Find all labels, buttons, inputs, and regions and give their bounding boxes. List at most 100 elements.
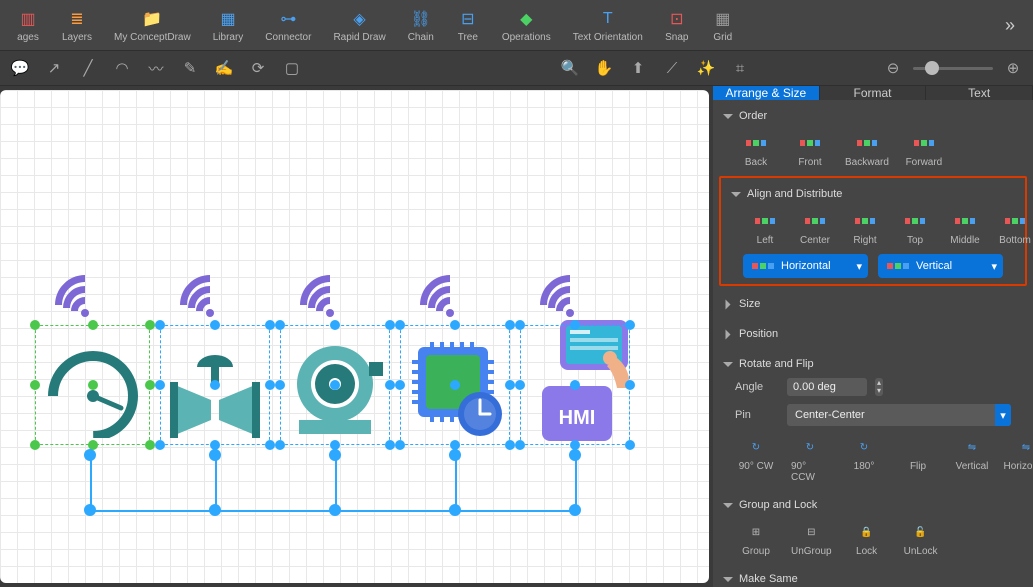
toolbar-library[interactable]: ▦ Library: [205, 6, 252, 45]
back-icon: [745, 132, 767, 154]
left-icon: [754, 210, 776, 232]
grid-icon: ▦: [715, 8, 730, 30]
size-header[interactable]: Size: [723, 294, 1023, 314]
zoom-out-icon[interactable]: ⊖: [883, 59, 903, 77]
hand-tool-icon[interactable]: ✋: [594, 59, 614, 77]
toolbar-ages[interactable]: ▥ ages: [8, 6, 48, 45]
zoom-controls: ⊖ ⊕: [883, 59, 1023, 77]
group-section: Group and Lock ⊞ Group ⊟ UnGroup 🔒 Lock …: [713, 489, 1033, 563]
toolbar-my-conceptdraw[interactable]: 📁 My ConceptDraw: [106, 6, 199, 45]
toolbar-chain[interactable]: ⛓ Chain: [400, 6, 442, 45]
toolbar-layers[interactable]: ≣ Layers: [54, 6, 100, 45]
zoom-slider[interactable]: [913, 67, 993, 70]
forward-icon: [913, 132, 935, 154]
distribute-horizontal-select[interactable]: Horizontal: [743, 254, 868, 278]
align-header[interactable]: Align and Distribute: [731, 184, 1015, 204]
main-toolbar: ▥ ages ≣ Layers 📁 My ConceptDraw ▦ Libra…: [0, 0, 1033, 50]
folder-icon: 📁: [142, 8, 162, 30]
zoom-in-icon[interactable]: ⊕: [1003, 59, 1023, 77]
order-row-back[interactable]: Back: [735, 130, 777, 170]
order-row-forward[interactable]: Forward: [903, 130, 945, 170]
search-icon[interactable]: 🔍: [560, 59, 580, 77]
snap-icon: ⊡: [670, 8, 683, 30]
wand-tool-icon[interactable]: ✨: [696, 59, 716, 77]
angle-stepper[interactable]: ▴▾: [875, 378, 883, 396]
reshape-tool-icon[interactable]: ⟳: [248, 59, 268, 77]
same-section: Make Same ▫▫ Size ▫▫ Width ▫▫ Height: [713, 563, 1033, 587]
lock-icon: 🔒: [856, 521, 878, 543]
pages-icon: ▥: [20, 8, 35, 30]
toolbar-snap[interactable]: ⊡ Snap: [657, 6, 697, 45]
rotate-90cw[interactable]: ↻90° CW: [735, 434, 777, 474]
align-row-bottom[interactable]: Bottom: [993, 208, 1033, 248]
group-row-ungroup[interactable]: ⊟ UnGroup: [789, 519, 834, 559]
toolbar-grid[interactable]: ▦ Grid: [703, 6, 743, 45]
ungroup-icon: ⊟: [800, 521, 822, 543]
align-highlight: Align and Distribute Left Center Right T…: [719, 176, 1027, 286]
toolbar-tree[interactable]: ⊟ Tree: [448, 6, 488, 45]
flip-horizontal[interactable]: ⇋Horizontal: [1005, 434, 1033, 474]
order-row-front[interactable]: Front: [789, 130, 831, 170]
stamp-tool-icon[interactable]: ⬆: [628, 59, 648, 77]
same-header[interactable]: Make Same: [723, 569, 1023, 587]
layers-icon: ≣: [70, 8, 83, 30]
tab-format[interactable]: Format: [820, 86, 927, 100]
rotate-header[interactable]: Rotate and Flip: [723, 354, 1023, 374]
tab-text[interactable]: Text: [926, 86, 1033, 100]
group-row-lock[interactable]: 🔒 Lock: [846, 519, 888, 559]
unlock-icon: 🔓: [910, 521, 932, 543]
top-icon: [904, 210, 926, 232]
align-row-left[interactable]: Left: [743, 208, 787, 248]
align-row-middle[interactable]: Middle: [943, 208, 987, 248]
flip-vertical[interactable]: ⇋Vertical: [951, 434, 993, 474]
order-row-backward[interactable]: Backward: [843, 130, 891, 170]
edit-tool-icon[interactable]: ✍: [214, 59, 234, 77]
chain-icon: ⛓: [411, 8, 431, 30]
angle-label: Angle: [735, 381, 779, 393]
pin-label: Pin: [735, 409, 779, 421]
align-row-center[interactable]: Center: [793, 208, 837, 248]
ops-icon: ◆: [520, 8, 532, 30]
comment-tool-icon[interactable]: 💬: [10, 59, 30, 77]
panel-tabs: Arrange & SizeFormatText: [713, 86, 1033, 100]
connector-icon: ⊶: [280, 8, 296, 30]
arrow-tool-icon[interactable]: ↗: [44, 59, 64, 77]
inspector-panel: Arrange & SizeFormatText Order Back Fron…: [713, 86, 1033, 587]
group-header[interactable]: Group and Lock: [723, 495, 1023, 515]
pen-tool-icon[interactable]: ✎: [180, 59, 200, 77]
bottom-icon: [1004, 210, 1026, 232]
front-icon: [799, 132, 821, 154]
pin-select[interactable]: Center-Center: [787, 404, 1011, 426]
toolbar-connector[interactable]: ⊶ Connector: [257, 6, 319, 45]
library-icon: ▦: [220, 8, 235, 30]
crop-tool-icon[interactable]: ⌗: [730, 60, 750, 77]
freehand-tool-icon[interactable]: 〰: [146, 58, 166, 79]
align-row-top[interactable]: Top: [893, 208, 937, 248]
textorient-icon: T: [603, 8, 613, 30]
group-row-group[interactable]: ⊞ Group: [735, 519, 777, 559]
canvas-area[interactable]: HMI: [0, 86, 713, 587]
group-row-unlock[interactable]: 🔓 UnLock: [900, 519, 942, 559]
rotate-section: Rotate and Flip Angle ▴▾ Pin Center-Cent…: [713, 348, 1033, 489]
position-header[interactable]: Position: [723, 324, 1023, 344]
shape-tool-icon[interactable]: ▢: [282, 59, 302, 77]
rotate-90ccw[interactable]: ↻90° CCW: [789, 434, 831, 485]
more-icon[interactable]: »: [995, 15, 1025, 36]
rapid-icon: ◈: [353, 8, 365, 30]
distribute-vertical-select[interactable]: Vertical: [878, 254, 1003, 278]
tree-icon: ⊟: [461, 8, 474, 30]
line-tool-icon[interactable]: ╱: [78, 59, 98, 77]
toolbar-operations[interactable]: ◆ Operations: [494, 6, 559, 45]
tools-toolbar: 💬 ↗ ╱ ◠ 〰 ✎ ✍ ⟳ ▢ 🔍 ✋ ⬆ ⟋ ✨ ⌗ ⊖ ⊕: [0, 50, 1033, 86]
angle-input[interactable]: [787, 378, 867, 396]
toolbar-text-orientation[interactable]: T Text Orientation: [565, 6, 651, 45]
right-icon: [854, 210, 876, 232]
order-header[interactable]: Order: [723, 106, 1023, 126]
order-section: Order Back Front Backward Forward: [713, 100, 1033, 174]
eyedropper-icon[interactable]: ⟋: [662, 60, 682, 77]
rotate-180[interactable]: ↻180°: [843, 434, 885, 474]
align-row-right[interactable]: Right: [843, 208, 887, 248]
toolbar-rapid-draw[interactable]: ◈ Rapid Draw: [325, 6, 393, 45]
tab-arrange---size[interactable]: Arrange & Size: [713, 86, 820, 100]
curve-tool-icon[interactable]: ◠: [112, 59, 132, 77]
